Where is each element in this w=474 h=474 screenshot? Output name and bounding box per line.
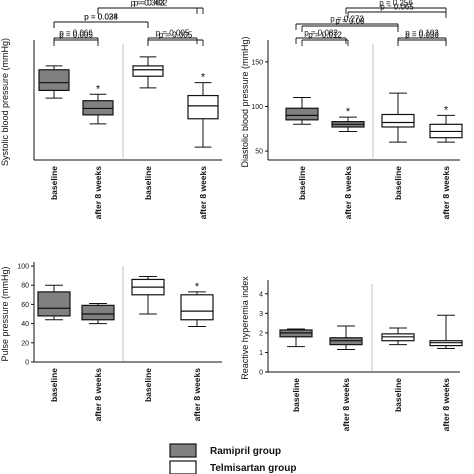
significance-star: * bbox=[444, 104, 449, 116]
pvalue-label: p = 0.08 bbox=[335, 17, 365, 26]
y-tick-label: 150 bbox=[251, 59, 263, 66]
pvalue-label: p = 0.065 bbox=[380, 3, 414, 12]
category-label: baseline bbox=[297, 166, 307, 200]
category-label: baseline bbox=[393, 378, 403, 412]
pvalue-label: p = 0.005 bbox=[156, 29, 190, 38]
box bbox=[38, 69, 70, 92]
category-label: after 8 weeks bbox=[93, 166, 103, 220]
pvalue-label: p = 0.036 bbox=[405, 31, 439, 40]
pvalue-label: p = 0.005 bbox=[59, 31, 93, 40]
legend-label-ramipril: Ramipril group bbox=[210, 446, 281, 457]
pvalue-label: p = 0.492 bbox=[134, 0, 168, 8]
category-label: after 8 weeks bbox=[341, 378, 351, 432]
category-label: after 8 weeks bbox=[93, 368, 103, 422]
significance-star: * bbox=[346, 106, 351, 118]
box bbox=[132, 65, 164, 77]
y-tick-label: 4 bbox=[259, 291, 263, 298]
legend-label-telmisartan: Telmisartan group bbox=[210, 463, 297, 474]
box bbox=[81, 304, 115, 321]
pvalue-label: p = 0.256 bbox=[379, 0, 413, 8]
box bbox=[381, 113, 415, 128]
category-label: baseline bbox=[49, 368, 59, 402]
box bbox=[82, 100, 114, 116]
y-axis-title: Diastolic blood pressure (mmHg) bbox=[240, 36, 250, 167]
y-tick-label: 3 bbox=[259, 311, 263, 318]
category-label: baseline bbox=[49, 166, 59, 200]
y-tick-label: 2 bbox=[259, 330, 263, 337]
y-tick-label: 1 bbox=[259, 350, 263, 357]
pvalue-label: p = 0.005 bbox=[159, 31, 193, 40]
category-label: after 8 weeks bbox=[192, 368, 202, 422]
legend: Ramipril group Telmisartan group bbox=[169, 443, 297, 474]
box bbox=[180, 294, 214, 321]
category-label: baseline bbox=[291, 378, 301, 412]
category-label: after 8 weeks bbox=[441, 166, 451, 220]
pvalue-label: p = 0.363 bbox=[131, 0, 165, 8]
pvalue-label: p = 0.028 bbox=[84, 13, 118, 22]
significance-star: * bbox=[201, 72, 206, 84]
legend-swatch-telmisartan bbox=[169, 460, 197, 474]
y-axis-title: Systolic blood pressure (mmHg) bbox=[0, 38, 10, 166]
y-tick-label: 100 bbox=[251, 104, 263, 111]
y-tick-label: 100 bbox=[17, 264, 29, 271]
pvalue-label: p = 0.012 bbox=[308, 31, 342, 40]
y-tick-label: 0 bbox=[25, 360, 29, 367]
significance-star: * bbox=[96, 83, 101, 95]
y-tick-label: 80 bbox=[21, 283, 29, 290]
category-label: after 8 weeks bbox=[441, 378, 451, 432]
category-label: baseline bbox=[143, 368, 153, 402]
box bbox=[37, 291, 71, 317]
legend-swatch-ramipril bbox=[169, 443, 197, 458]
y-tick-label: 50 bbox=[255, 149, 263, 156]
category-label: after 8 weeks bbox=[343, 166, 353, 220]
pvalue-label: p = 0.083 bbox=[304, 29, 338, 38]
category-label: after 8 weeks bbox=[198, 166, 208, 220]
pvalue-label: p = 0.066 bbox=[59, 29, 93, 38]
panel-reactive-hyperemia: 0 1 2 3 4 Reactive hyperemia index baseline aft… bbox=[240, 0, 463, 432]
category-label: baseline bbox=[143, 166, 153, 200]
y-axis-title: Pulse pressure (mmHg) bbox=[0, 266, 10, 361]
y-tick-label: 0 bbox=[259, 370, 263, 377]
box bbox=[285, 107, 319, 121]
y-tick-label: 60 bbox=[21, 302, 29, 309]
significance-star: * bbox=[195, 281, 200, 293]
y-axis-title: Reactive hyperemia index bbox=[240, 276, 250, 380]
pvalue-label: p = 0.034 bbox=[84, 13, 118, 22]
category-label: baseline bbox=[393, 166, 403, 200]
panel-systolic: Systolic blood pressure (mmHg) baseline * a… bbox=[0, 0, 222, 219]
box bbox=[187, 94, 219, 120]
panel-pulse-pressure: 0 20 40 60 80 100 Pulse pressure (mmHg) baselin… bbox=[0, 0, 222, 421]
y-tick-label: 20 bbox=[21, 340, 29, 347]
y-tick-label: 40 bbox=[21, 321, 29, 328]
pvalue-label: p = 0.103 bbox=[405, 29, 439, 38]
pvalue-label: p = 0.272 bbox=[330, 15, 364, 24]
